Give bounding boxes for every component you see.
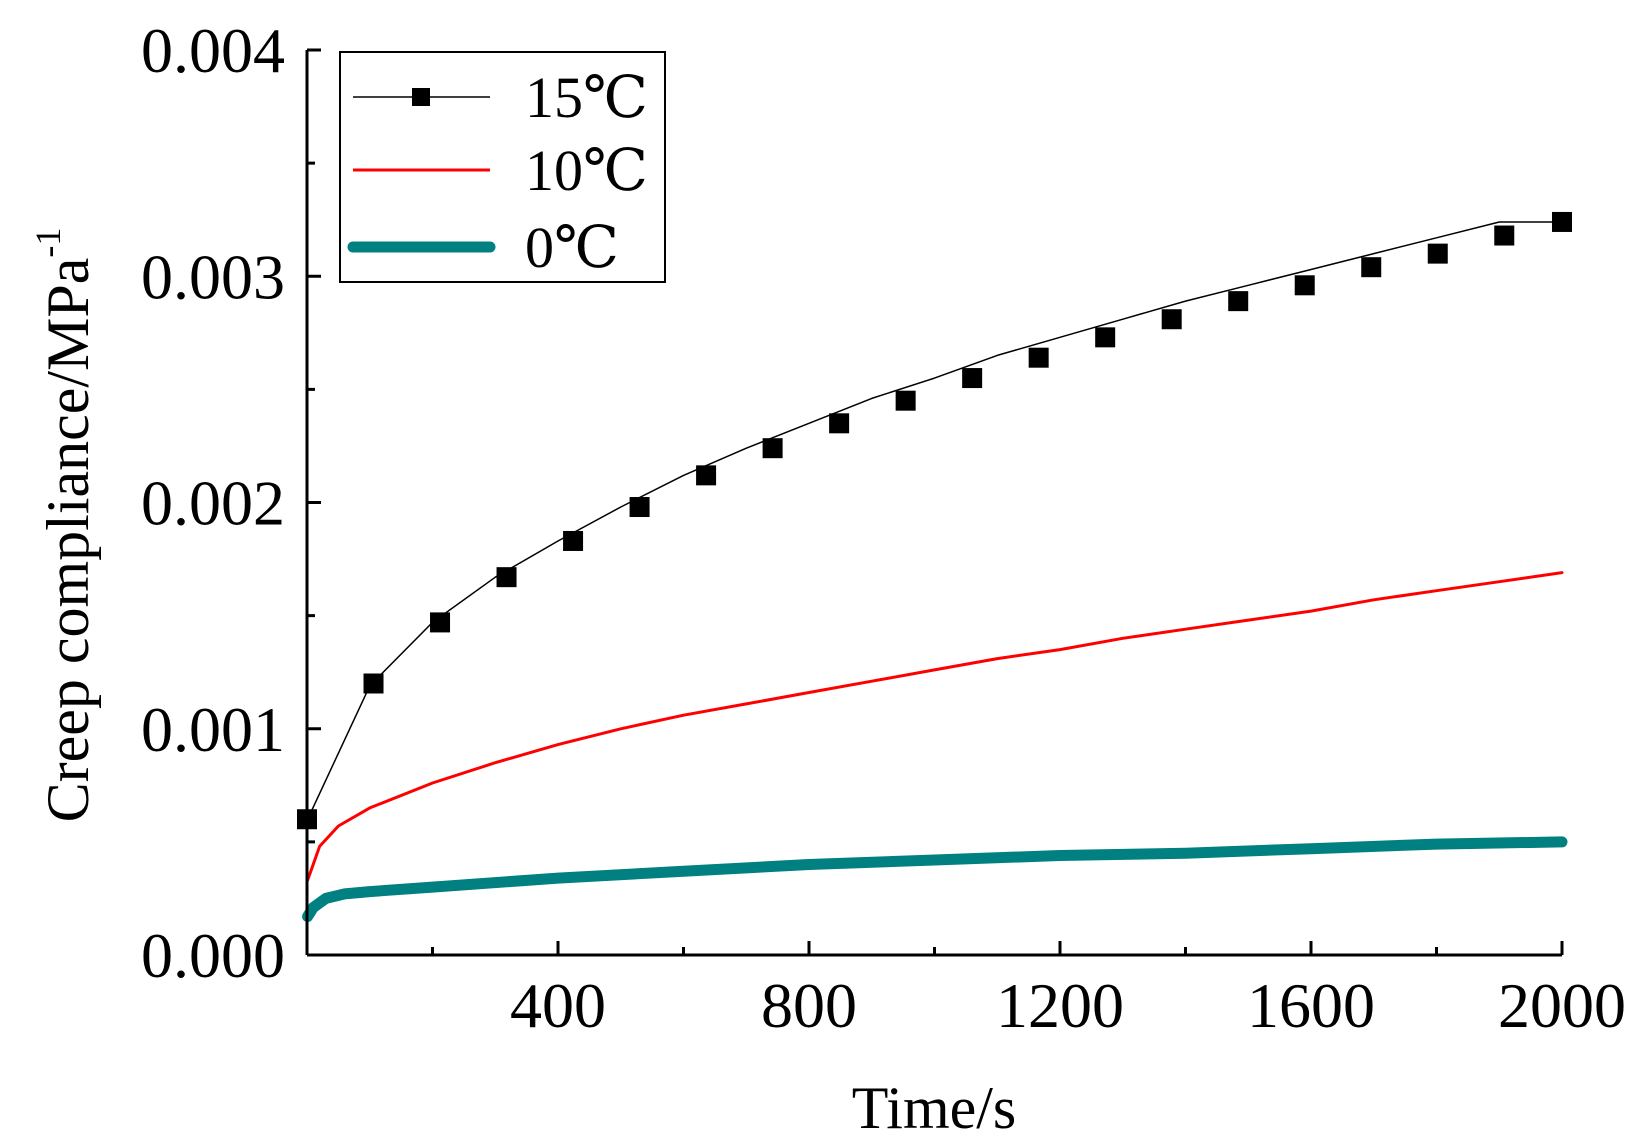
series-marker-15℃ <box>1427 243 1448 264</box>
x-tick-label: 1200 <box>996 970 1124 1041</box>
y-tick-label: 0.000 <box>141 920 285 991</box>
x-tick-label: 800 <box>761 970 857 1041</box>
series-marker-15℃ <box>363 673 384 694</box>
y-axis-title: Creep compliance/MPa-1 <box>28 228 101 823</box>
x-tick-label: 2000 <box>1498 970 1626 1041</box>
series-marker-15℃ <box>496 567 517 588</box>
y-axis-title-main: Creep compliance/MPa <box>35 258 101 823</box>
y-tick-label: 0.001 <box>141 694 285 765</box>
legend-label-10c: 10℃ <box>525 138 648 203</box>
series-marker-15℃ <box>895 390 916 411</box>
series-marker-15℃ <box>1095 327 1116 348</box>
series-marker-15℃ <box>762 438 783 459</box>
y-tick-label: 0.002 <box>141 468 285 539</box>
series-marker-15℃ <box>1552 211 1572 232</box>
series-marker-15℃ <box>563 530 584 551</box>
series-marker-15℃ <box>1361 257 1382 278</box>
series-line-15℃ <box>306 221 1563 821</box>
plot-area <box>297 211 1572 922</box>
legend-marker-15c <box>412 88 430 106</box>
series-marker-15℃ <box>829 413 850 434</box>
legend: 15℃ 10℃ 0℃ <box>339 51 666 283</box>
series-marker-15℃ <box>1161 309 1182 330</box>
legend-label-15c: 15℃ <box>525 65 648 130</box>
series-marker-15℃ <box>1294 275 1315 296</box>
y-axis-title-group: Creep compliance/MPa-1 <box>28 228 101 823</box>
axis-ticks: 400 800 1200 1600 2000 0.000 0.001 0.002 0.003 0.… <box>141 15 1626 1041</box>
series-marker-15℃ <box>1494 225 1515 246</box>
series-line-10℃ <box>306 571 1564 882</box>
series-marker-15℃ <box>629 497 650 518</box>
series-marker-15℃ <box>1228 291 1249 312</box>
y-tick-label: 0.003 <box>141 241 285 312</box>
series-marker-15℃ <box>696 465 717 486</box>
x-tick-label: 400 <box>510 970 606 1041</box>
legend-label-0c: 0℃ <box>525 215 619 280</box>
series-marker-15℃ <box>430 612 451 633</box>
x-axis-title: Time/s <box>852 1075 1017 1137</box>
series-marker-15℃ <box>962 368 983 389</box>
series-line-0℃ <box>302 836 1568 922</box>
x-tick-label: 1600 <box>1247 970 1375 1041</box>
y-tick-label: 0.004 <box>141 15 285 86</box>
y-axis-title-superscript: -1 <box>28 228 68 258</box>
series-marker-15℃ <box>1028 347 1049 368</box>
